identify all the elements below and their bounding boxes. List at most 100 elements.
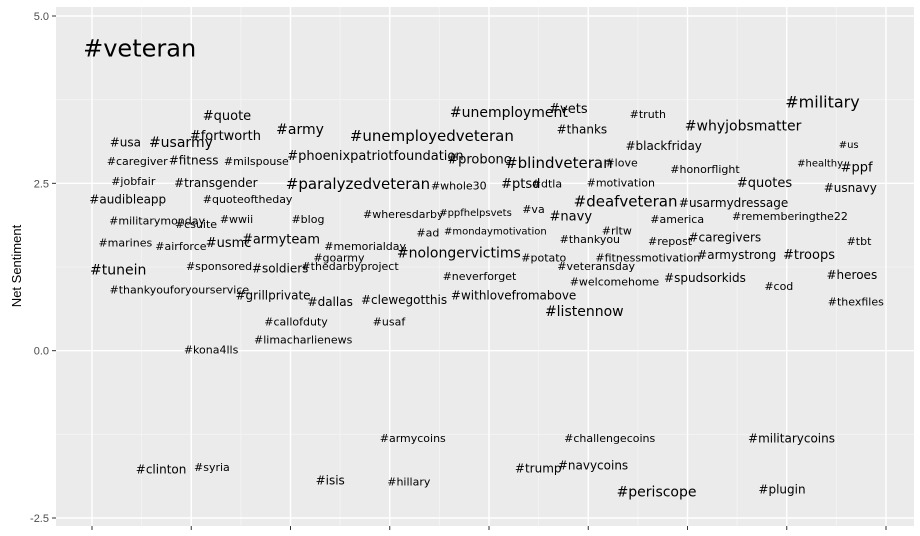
gridlines	[56, 7, 914, 526]
word-label: #armyteam	[242, 233, 320, 248]
word-label: #caregiver	[107, 155, 168, 168]
y-tick-label: -2.5	[30, 513, 49, 525]
word-label: #motivation	[587, 176, 655, 189]
word-label: #trump	[515, 462, 562, 476]
word-label: #unemployment	[450, 105, 568, 121]
word-label: #love	[605, 156, 638, 169]
word-label: #armycoins	[380, 432, 446, 445]
word-label: #quoteoftheday	[203, 193, 293, 206]
plot-panel	[56, 7, 914, 526]
word-label: #plugin	[758, 482, 805, 496]
word-label: #thanks	[557, 122, 608, 136]
y-tick-label: 0.0	[34, 346, 49, 358]
word-label: #military	[785, 93, 859, 112]
word-label: #usarmydressage	[679, 196, 788, 210]
word-label: #rememberingthe22	[732, 210, 848, 223]
word-label: #audibleapp	[89, 193, 166, 207]
word-label: #ad	[416, 227, 439, 240]
word-label: #periscope	[617, 485, 697, 501]
word-label: #unemployedveteran	[350, 127, 514, 145]
word-label: #quote	[203, 109, 251, 124]
word-label: #withlovefromabove	[451, 288, 576, 302]
word-label: #healthy	[797, 158, 843, 169]
word-label: #militarycoins	[748, 432, 835, 446]
word-label: #army	[276, 122, 324, 138]
word-label: #potato	[521, 251, 566, 264]
word-label: #tunein	[90, 262, 146, 278]
word-label: #troops	[783, 248, 835, 263]
word-label: #fitnessmotivation	[595, 251, 700, 264]
y-tick-label: 2.5	[34, 178, 49, 190]
word-label: #quotes	[737, 176, 792, 191]
x-axis	[91, 526, 887, 530]
word-label: #truth	[630, 108, 666, 121]
y-tick-label: 5.0	[34, 11, 49, 23]
word-label: #airforce	[155, 240, 206, 253]
word-label: #isis	[316, 474, 345, 488]
word-label: #usa	[110, 136, 141, 150]
word-label: #thexfiles	[828, 295, 884, 308]
word-label: #veteransday	[557, 260, 635, 273]
word-label: #sponsored	[186, 260, 252, 273]
word-label: #goarmy	[313, 251, 365, 264]
y-axis: 5.0 2.5 0.0 -2.5	[30, 11, 56, 525]
word-label: #phoenixpatriotfoundation	[287, 149, 463, 164]
word-label: #ptsd	[501, 177, 540, 192]
word-label: #whole30	[431, 180, 487, 193]
word-label: #wheresdarby	[363, 208, 444, 221]
word-label: #usaf	[373, 316, 407, 329]
word-label: #milspouse	[224, 155, 289, 168]
word-label: #veteran	[83, 34, 196, 62]
word-label: #fortworth	[190, 129, 261, 144]
word-label: #kona4lls	[184, 344, 239, 357]
word-label: #clewegotthis	[361, 293, 447, 307]
word-label: #mondaymotivation	[444, 227, 547, 238]
word-label: #usmc	[206, 236, 252, 251]
word-label: #thankyouforyourservice	[110, 283, 250, 296]
word-label: #neverforget	[443, 270, 517, 283]
word-label: #limacharlienews	[254, 334, 353, 347]
word-label: #csuite	[175, 218, 217, 231]
word-label: #navy	[550, 209, 593, 224]
word-label: #va	[522, 203, 544, 216]
word-label: #blindveteran	[505, 154, 613, 172]
word-label: #armystrong	[697, 248, 776, 262]
word-label: #honorflight	[670, 163, 740, 176]
word-label: #dallas	[308, 295, 353, 309]
word-label: #repost	[648, 235, 693, 248]
word-label: #paralyzedveteran	[286, 175, 430, 193]
word-label: #ppfhelpsvets	[439, 208, 512, 219]
word-label: #ppf	[841, 160, 873, 175]
word-label: #nolongervictims	[397, 246, 521, 262]
word-label: #blog	[291, 213, 324, 226]
word-label: #deafveteran	[574, 193, 678, 211]
word-label: #heroes	[827, 268, 878, 282]
word-label: #us	[839, 140, 859, 151]
word-label: #navycoins	[558, 458, 628, 472]
word-label: #spudsorkids	[664, 271, 746, 285]
word-label: #thedarbyproject	[301, 260, 399, 273]
word-label: #rltw	[602, 225, 632, 238]
word-label: #usnavy	[824, 181, 877, 195]
word-label: #listennow	[545, 304, 624, 320]
word-label: #jobfair	[111, 175, 156, 188]
word-label: #vets	[549, 102, 588, 117]
word-label: #soldiers	[252, 262, 309, 276]
word-label: #blackfriday	[625, 139, 701, 153]
word-label: #caregivers	[688, 231, 761, 245]
word-label: #wwii	[220, 213, 253, 226]
y-axis-title: Net Sentiment	[9, 224, 24, 307]
word-label: #probono	[447, 152, 512, 167]
word-label: #welcomehome	[570, 275, 660, 288]
word-label: #memorialday	[324, 240, 406, 253]
word-label: #dtla	[532, 178, 562, 191]
word-label: #syria	[194, 461, 230, 474]
word-label: #whyjobsmatter	[685, 118, 802, 134]
word-label: #fitness	[169, 154, 219, 168]
word-label: #usarmy	[149, 135, 213, 151]
word-label: #marines	[98, 237, 152, 250]
word-label: #challengecoins	[564, 432, 655, 445]
word-label: #callofduty	[264, 316, 328, 329]
word-label: #transgender	[174, 176, 258, 190]
